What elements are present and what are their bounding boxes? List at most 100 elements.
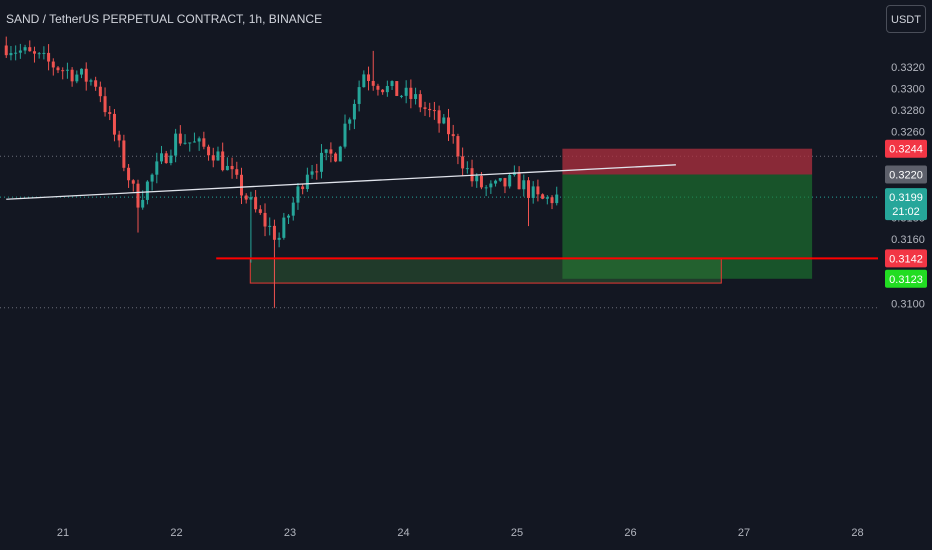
candle-body [51, 61, 55, 68]
candle-body [315, 171, 319, 173]
candle-body [296, 186, 300, 203]
candle [508, 173, 512, 189]
candle [216, 146, 220, 161]
candle-body [465, 168, 469, 170]
candle-body [555, 194, 559, 204]
candle-body [432, 110, 436, 112]
candle-body [399, 95, 403, 97]
candle-body [211, 155, 215, 161]
candle-body [178, 133, 182, 144]
candle-body [479, 175, 483, 188]
tag-box [885, 269, 927, 288]
candle-body [310, 171, 314, 175]
candle [254, 190, 258, 213]
tag-box [885, 188, 927, 221]
candle [272, 219, 276, 308]
candle-body [192, 141, 196, 143]
candle [32, 46, 36, 63]
candle [65, 62, 69, 79]
time-axis[interactable]: 21 22 23 24 25 26 27 28 [57, 527, 864, 539]
candle [127, 163, 131, 188]
candle-body [155, 161, 159, 175]
candle-body [42, 52, 46, 54]
candle [249, 191, 253, 263]
candle [296, 182, 300, 210]
candle-body [136, 183, 140, 208]
candle-body [235, 169, 239, 175]
price-tags: 0.3244 0.3220 0.3199 21:02 0.3142 0.3123 [885, 139, 927, 288]
candle-body [197, 138, 201, 142]
candle [122, 134, 126, 172]
candle-body [127, 167, 131, 181]
candle [451, 124, 455, 144]
candle [470, 159, 474, 187]
candle [160, 145, 164, 165]
candle [319, 144, 323, 179]
candle-body [319, 152, 323, 172]
candle-body [80, 68, 84, 75]
last-price-tag: 0.3199 21:02 [885, 188, 927, 221]
tag-label: 0.3244 [889, 144, 923, 156]
candle [465, 161, 469, 174]
candle [428, 102, 432, 118]
candle [70, 67, 74, 87]
candle-body [216, 151, 220, 161]
tag-countdown: 21:02 [892, 206, 920, 218]
candle-body [47, 52, 51, 62]
candle [456, 133, 460, 165]
candle-body [174, 133, 178, 156]
candle-body [338, 146, 342, 162]
candle-body [508, 174, 512, 187]
chart-title: SAND / TetherUS PERPETUAL CONTRACT, 1h, … [6, 12, 323, 26]
candle-body [381, 89, 385, 93]
candle [291, 197, 295, 221]
take-profit-zone [562, 174, 813, 279]
candle [498, 178, 502, 182]
candle [329, 142, 333, 163]
candle [447, 108, 451, 142]
candle-body [112, 113, 116, 135]
x-tick-label: 27 [738, 527, 750, 539]
candle-body [164, 153, 168, 164]
currency-button[interactable]: USDT [886, 5, 926, 33]
candle [418, 90, 422, 113]
candle [399, 94, 403, 99]
candle-body [451, 134, 455, 137]
candle-body [122, 140, 126, 168]
candle [390, 80, 394, 90]
candle [301, 183, 305, 195]
candle-body [225, 165, 229, 171]
candle-body [531, 186, 535, 198]
candle [108, 105, 112, 121]
candle-body [522, 180, 526, 190]
candle [395, 81, 399, 97]
candle [315, 163, 319, 180]
candle-body [362, 74, 366, 88]
tag-label: 0.3220 [889, 170, 923, 182]
candle [230, 157, 234, 179]
candle-body [301, 186, 305, 190]
y-tick-label: 0.3300 [891, 84, 925, 96]
candle-body [249, 197, 253, 200]
candle [517, 166, 521, 190]
candle [409, 79, 413, 109]
x-tick-label: 21 [57, 527, 69, 539]
x-tick-label: 25 [511, 527, 523, 539]
x-tick-label: 23 [284, 527, 296, 539]
candle-body [489, 183, 493, 188]
candle-body [390, 81, 394, 86]
candle-body [28, 47, 32, 52]
candle-body [498, 178, 502, 181]
candle [235, 161, 239, 179]
candle-body [23, 47, 27, 51]
y-tick-label: 0.3100 [891, 299, 925, 311]
candle-body [423, 107, 427, 109]
candle-body [160, 153, 164, 162]
candle-body [409, 87, 413, 99]
candle [338, 145, 342, 162]
candle [18, 43, 22, 59]
candle-body [141, 199, 145, 208]
candle [367, 66, 371, 91]
candle [37, 52, 41, 59]
